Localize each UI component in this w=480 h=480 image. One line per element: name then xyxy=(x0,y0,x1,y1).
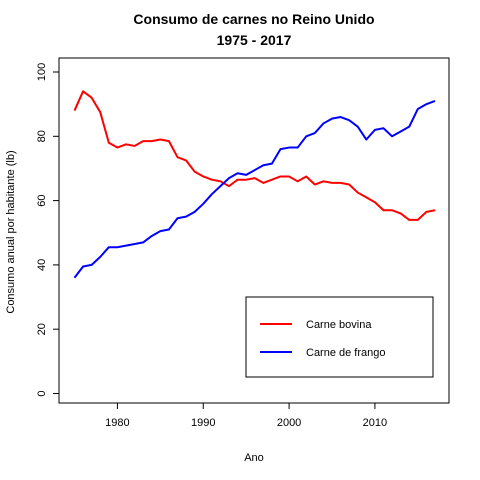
plot-frame xyxy=(58,57,450,404)
y-tick-label: 20 xyxy=(36,323,48,335)
y-tick-label: 60 xyxy=(36,194,48,206)
x-tick-label: 2010 xyxy=(363,417,387,429)
series-line-carne-bovina xyxy=(73,90,436,221)
y-tick-label: 100 xyxy=(36,63,48,81)
chart-subtitle: 1975 - 2017 xyxy=(217,32,292,48)
y-tick-label: 40 xyxy=(36,259,48,271)
legend-label-carne-bovina: Carne bovina xyxy=(306,319,372,331)
x-axis-label: Ano xyxy=(244,452,264,464)
x-tick-label: 1990 xyxy=(191,417,215,429)
x-tick-label: 2000 xyxy=(277,417,301,429)
series-line-carne-de-frango xyxy=(73,100,436,279)
x-tick-label: 1980 xyxy=(105,417,129,429)
x-axis: 1980 1990 2000 2010 xyxy=(105,403,387,429)
legend-label-carne-de-frango: Carne de frango xyxy=(306,347,386,359)
y-tick-label: 0 xyxy=(36,390,48,396)
y-axis-label: Consumo anual por habitante (lb) xyxy=(5,150,17,313)
chart-title: Consumo de carnes no Reino Unido xyxy=(133,11,374,27)
series-layer xyxy=(73,90,436,279)
y-tick-label: 80 xyxy=(36,130,48,142)
y-axis: 0 20 40 60 80 100 xyxy=(36,63,59,397)
legend-box xyxy=(245,296,434,378)
legend: Carne bovina Carne de frango xyxy=(245,296,434,378)
